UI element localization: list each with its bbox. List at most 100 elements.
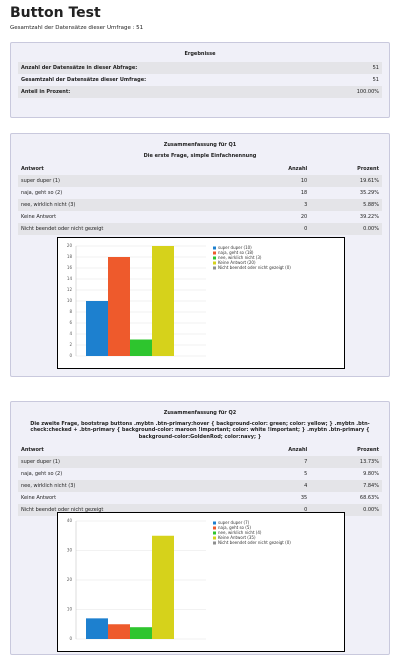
- answer-cell: 20: [300, 214, 308, 221]
- column-header: Prozent: [357, 166, 379, 173]
- y-tick-label: 0: [69, 636, 72, 641]
- column-header: Anzahl: [288, 447, 308, 454]
- chart-box: 0 2 4 6 8 10 12 14 16 18 20 super duper (10) naja, g…: [57, 237, 345, 369]
- answer-row: Keine Antwort 35 68.63%: [18, 492, 382, 504]
- question-panel: Zusammenfassung für Q1 Die erste Frage, s…: [10, 133, 390, 377]
- chart: 0 10 20 30 40 super duper (7)naja, geht so (5…: [67, 518, 291, 641]
- question-text: Die zweite Frage, bootstrap buttons .myb…: [30, 421, 370, 440]
- results-row: Anzahl der Datensätze in dieser Abfrage:…: [18, 62, 382, 74]
- y-tick-label: 40: [67, 518, 73, 523]
- y-tick-label: 4: [69, 331, 72, 336]
- legend-label: Nicht beendet oder nicht gezeigt (0): [218, 540, 291, 545]
- answer-table: Antwort Anzahl Prozent super duper (1) 10 19.…: [18, 163, 382, 236]
- bar: [86, 301, 108, 356]
- answer-cell: 4: [245, 480, 311, 493]
- legend-label: Keine Antwort (35): [218, 535, 256, 540]
- legend-swatch: [213, 256, 216, 260]
- answer-cell: Keine Antwort: [21, 495, 57, 502]
- y-tick-label: 20: [67, 577, 73, 582]
- answer-cell: 5.88%: [310, 199, 382, 212]
- results-row: Anteil in Prozent: 100.00%: [18, 86, 382, 98]
- chart: 0 2 4 6 8 10 12 14 16 18 20 super duper (10)naja, g…: [67, 243, 291, 358]
- subtitle: Gesamtzahl der Datensätze dieser Umfrage…: [10, 25, 144, 31]
- answer-row: nee, wirklich nicht (3) 3 5.88%: [18, 199, 382, 212]
- y-tick-label: 16: [67, 265, 73, 270]
- question-text: Die erste Frage, simple Einfachnennung: [143, 153, 257, 159]
- legend-swatch: [213, 266, 216, 270]
- legend-swatch: [213, 251, 216, 255]
- header-row: Antwort Anzahl Prozent: [18, 163, 382, 175]
- answer-cell: 7: [245, 456, 311, 469]
- legend-label: naja, geht so (18): [218, 250, 254, 255]
- answer-row: naja, geht so (2) 18 35.29%: [18, 187, 382, 199]
- column-header: Prozent: [357, 447, 379, 454]
- legend-swatch: [213, 521, 216, 525]
- y-tick-label: 2: [69, 342, 72, 347]
- answer-cell: 18: [300, 190, 308, 197]
- bar: [152, 246, 174, 356]
- y-tick-label: 8: [69, 309, 72, 314]
- legend-swatch: [213, 246, 216, 250]
- legend-label: nee, wirklich nicht (3): [218, 255, 262, 260]
- answer-row: naja, geht so (2) 5 9.80%: [18, 468, 382, 480]
- y-tick-label: 20: [67, 243, 73, 248]
- results-label: Anteil in Prozent:: [18, 86, 318, 98]
- bar: [130, 339, 152, 356]
- y-tick-label: 18: [67, 254, 73, 259]
- answer-cell: naja, geht so (2): [21, 471, 63, 478]
- answer-cell: 19.61%: [310, 175, 382, 188]
- bar: [86, 618, 108, 639]
- page-title: Button Test: [10, 5, 101, 21]
- answer-cell: 10: [245, 175, 311, 188]
- column-header: Antwort: [21, 166, 44, 173]
- answer-cell: 35.29%: [359, 190, 379, 197]
- legend-label: super duper (10): [218, 245, 252, 250]
- answer-cell: 3: [245, 199, 311, 212]
- answer-cell: Keine Antwort: [21, 214, 57, 221]
- y-tick-label: 10: [67, 298, 73, 303]
- legend-swatch: [213, 541, 216, 545]
- y-tick-label: 30: [67, 548, 73, 553]
- answer-row: super duper (1) 10 19.61%: [18, 175, 382, 188]
- bar: [152, 535, 174, 639]
- results-title: Ergebnisse: [184, 51, 216, 57]
- results-label: Anzahl der Datensätze in dieser Abfrage:: [18, 62, 318, 74]
- legend-label: Nicht beendet oder nicht gezeigt (0): [218, 265, 291, 270]
- answer-cell: naja, geht so (2): [21, 190, 63, 197]
- answer-row: nee, wirklich nicht (3) 4 7.84%: [18, 480, 382, 493]
- legend-label: naja, geht so (5): [218, 525, 251, 530]
- answer-row: Keine Antwort 20 39.22%: [18, 211, 382, 223]
- answer-cell: 13.73%: [310, 456, 382, 469]
- column-header: Anzahl: [288, 166, 308, 173]
- y-tick-label: 0: [69, 353, 72, 358]
- legend-label: nee, wirklich nicht (4): [218, 530, 262, 535]
- legend-swatch: [213, 531, 216, 535]
- bar: [130, 627, 152, 639]
- answer-cell: 9.80%: [363, 471, 379, 478]
- results-table: Anzahl der Datensätze in dieser Abfrage:…: [18, 62, 382, 98]
- y-tick-label: 10: [67, 607, 73, 612]
- question-panel: Zusammenfassung für Q2 Die zweite Frage, …: [10, 401, 390, 655]
- answer-cell: 0.00%: [310, 223, 382, 236]
- column-header: Antwort: [21, 447, 44, 454]
- answer-row: super duper (1) 7 13.73%: [18, 456, 382, 469]
- legend-swatch: [213, 261, 216, 265]
- answer-cell: super duper (1): [18, 175, 246, 188]
- answer-cell: 35: [300, 495, 308, 502]
- answer-cell: nee, wirklich nicht (3): [18, 199, 246, 212]
- chart-box: 0 10 20 30 40 super duper (7) naja, geht so (5…: [57, 512, 345, 652]
- answer-cell: 5: [304, 471, 308, 478]
- results-value: 51: [317, 62, 382, 74]
- legend-swatch: [213, 526, 216, 530]
- results-value: 51: [372, 77, 379, 83]
- y-tick-label: 6: [69, 320, 72, 325]
- answer-row: Nicht beendet oder nicht gezeigt 0 0.00%: [18, 223, 382, 236]
- bar: [108, 257, 130, 356]
- header-row: Antwort Anzahl Prozent: [18, 444, 382, 456]
- answer-cell: nee, wirklich nicht (3): [18, 480, 246, 493]
- answer-cell: 68.63%: [359, 495, 379, 502]
- results-value: 100.00%: [317, 86, 382, 98]
- answer-cell: super duper (1): [18, 456, 246, 469]
- answer-cell: 39.22%: [359, 214, 379, 221]
